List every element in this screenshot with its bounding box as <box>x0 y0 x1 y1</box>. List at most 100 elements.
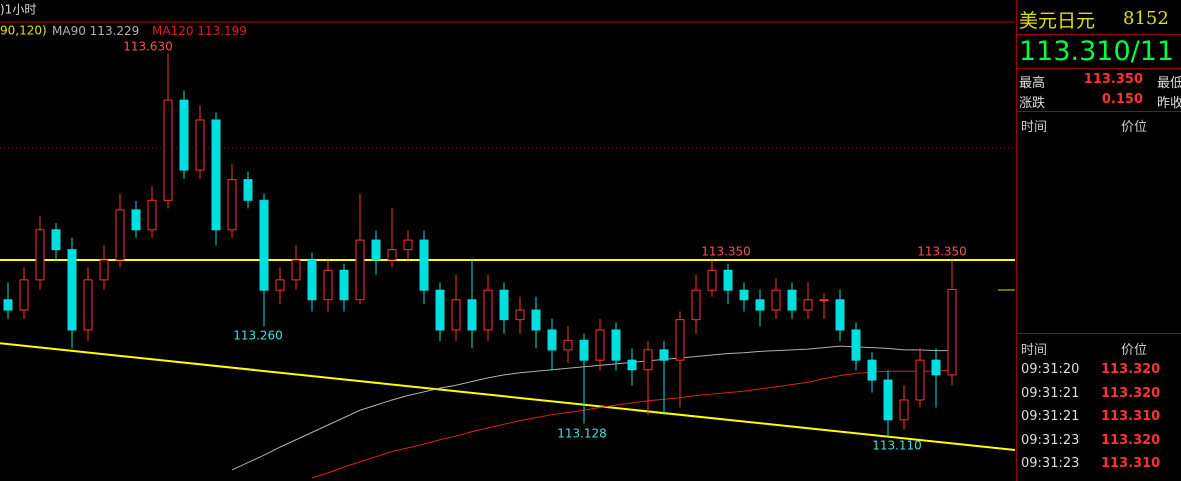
candle-body <box>915 359 925 401</box>
price-annotation: 113.350 <box>917 245 967 259</box>
tick-time: 09:31:23 <box>1021 432 1080 448</box>
candle-body <box>643 349 653 371</box>
candle-body <box>275 279 285 291</box>
col-time: 时间 <box>1021 120 1048 135</box>
col-price: 价位 <box>1121 120 1148 135</box>
candle-body <box>771 289 781 311</box>
candle-body <box>515 309 525 321</box>
candle-body <box>659 349 669 361</box>
candle-body <box>707 269 717 291</box>
candle-body <box>803 299 813 311</box>
candle-body <box>51 229 61 251</box>
candle-body <box>435 289 445 331</box>
ma-params: 90,120) <box>0 24 47 38</box>
candle-body <box>723 269 733 291</box>
candle-body <box>867 359 877 381</box>
tick-time: 09:31:21 <box>1021 409 1080 424</box>
price-annotation: 113.350 <box>701 245 751 259</box>
candle-body <box>147 199 157 231</box>
field-label: 涨跌 <box>1019 96 1046 111</box>
candle-body <box>675 319 685 361</box>
candle-body <box>595 329 605 361</box>
candle-body <box>419 239 429 291</box>
candle-body <box>739 289 749 301</box>
candle-body <box>531 309 541 331</box>
price-annotation: 113.260 <box>233 329 283 343</box>
legend-name: MA90 <box>52 24 86 38</box>
field-label: 最高 <box>1019 76 1046 91</box>
candle-body <box>163 99 173 201</box>
tick-time: 09:31:21 <box>1021 385 1080 401</box>
candle-body <box>627 359 637 371</box>
legend-entry: MA120 113.199 <box>152 24 247 38</box>
field-value: 0.150 <box>1101 92 1143 107</box>
candle-body <box>131 209 141 231</box>
symbol-code: 8152 <box>1123 8 1169 29</box>
candle-body <box>211 119 221 231</box>
candle-body <box>371 239 381 261</box>
candle-body <box>819 299 829 302</box>
tick-price: 113.310 <box>1101 409 1161 424</box>
candle-body <box>19 279 29 311</box>
candle-body <box>83 279 93 331</box>
tick-time: 09:31:23 <box>1021 456 1080 471</box>
candle-body <box>35 229 45 281</box>
price-annotation: 113.630 <box>123 40 173 54</box>
legend-value: 113.229 <box>90 24 140 38</box>
candle-body <box>67 249 77 331</box>
candle-body <box>243 179 253 201</box>
legend-entry: MA90 113.229 <box>52 24 139 38</box>
period-label: )1小时 <box>0 3 36 17</box>
price-annotation: 113.128 <box>557 427 607 441</box>
candle-body <box>179 99 189 171</box>
candle-body <box>467 299 477 331</box>
quote-panel: 美元日元 8152 113.310/11 最高 113.350 最低 涨跌 0.150 昨… <box>1016 0 1181 481</box>
candle-body <box>291 259 301 281</box>
candle-body <box>323 269 333 301</box>
symbol-name: 美元日元 <box>1019 10 1096 32</box>
candle-body <box>883 379 893 421</box>
candle-body <box>579 339 589 361</box>
candle-body <box>483 289 493 331</box>
candle-body <box>115 209 125 261</box>
tick-time: 09:31:20 <box>1021 362 1080 377</box>
candle-body <box>547 329 557 351</box>
candle-body <box>403 239 413 251</box>
candle-body <box>387 249 397 261</box>
col-price: 价位 <box>1121 343 1148 358</box>
field-label: 昨收 <box>1157 96 1181 111</box>
candle-body <box>899 399 909 421</box>
candle-body <box>691 289 701 321</box>
candle-body <box>339 269 349 301</box>
candle-body <box>947 288 957 376</box>
candle-body <box>499 289 509 321</box>
candle-body <box>227 179 237 231</box>
legend-name: MA120 <box>152 24 193 38</box>
divider <box>1017 333 1181 334</box>
divider <box>1017 34 1181 35</box>
tick-price: 113.320 <box>1101 432 1161 448</box>
divider <box>1017 68 1181 69</box>
candle-body <box>851 329 861 361</box>
candle-body <box>355 239 365 301</box>
candle-body <box>259 199 269 291</box>
candle-body <box>931 359 941 376</box>
field-label: 最低 <box>1157 76 1181 91</box>
col-time: 时间 <box>1021 343 1048 358</box>
trend-line <box>0 342 1015 452</box>
candle-body <box>195 119 205 171</box>
legend-value: 113.199 <box>197 24 247 38</box>
candle-body <box>611 329 621 361</box>
ma-line <box>231 345 952 471</box>
candle-body <box>835 299 845 331</box>
last-price: 113.310/11 <box>1019 36 1175 67</box>
candle-body <box>3 299 13 311</box>
candle-body <box>755 299 765 311</box>
candle-body <box>99 259 109 281</box>
tick-price: 113.320 <box>1101 362 1161 377</box>
candle-body <box>451 299 461 331</box>
chart: )1小时 90,120) MA90 113.229 MA120 113.19911… <box>0 3 1015 479</box>
candle-body <box>563 339 573 351</box>
candle-body <box>307 259 317 301</box>
